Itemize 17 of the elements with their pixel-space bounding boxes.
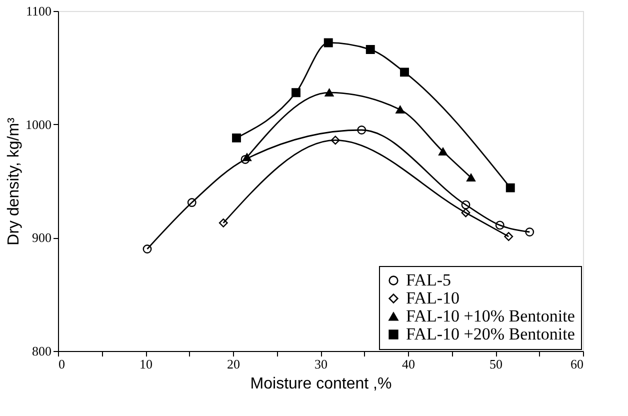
x-tick-label: 0 <box>58 356 65 372</box>
x-axis-title: Moisture content ,% <box>250 376 392 392</box>
legend-label: FAL-10 +20% Bentonite <box>406 324 575 344</box>
x-tick-label: 50 <box>490 356 502 372</box>
x-tick-label: 30 <box>314 356 328 372</box>
legend-label: FAL-5 <box>406 270 452 290</box>
legend-label: FAL-10 +10% Bentonite <box>406 306 575 326</box>
x-tick-label: 60 <box>570 356 584 372</box>
y-tick-label: 900 <box>32 230 52 246</box>
y-tick-label: 800 <box>32 344 52 358</box>
y-tick-label: 1100 <box>26 4 52 18</box>
x-tick-label: 10 <box>140 356 152 372</box>
y-axis-title: Dry density, kg/m³ <box>6 116 22 246</box>
y-tick-label: 1000 <box>26 116 52 132</box>
legend-label: FAL-10 <box>406 288 460 308</box>
x-tick-label: 20 <box>227 356 240 372</box>
x-tick-label: 40 <box>402 356 415 372</box>
